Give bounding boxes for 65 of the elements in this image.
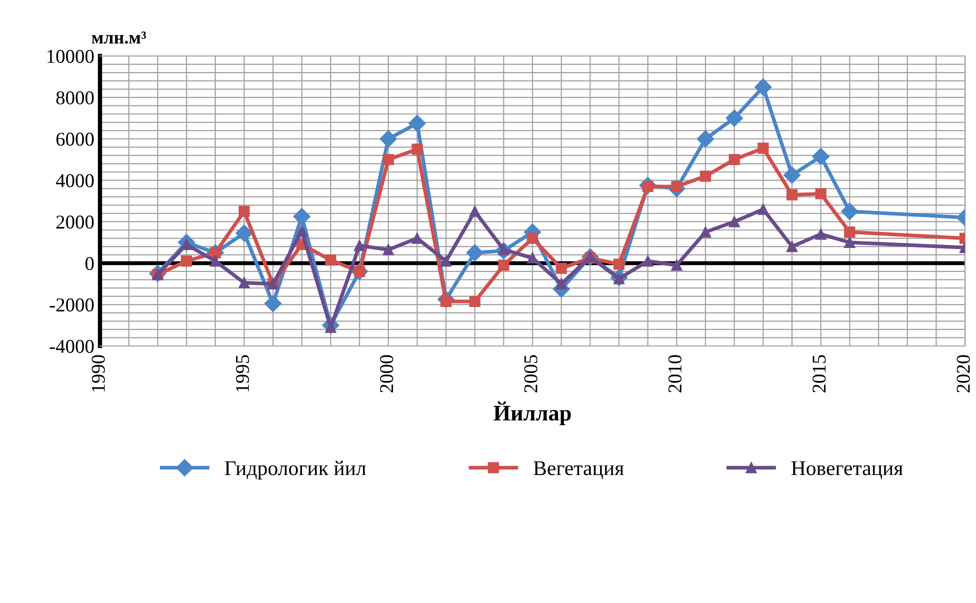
point [380,130,397,148]
point [642,256,654,267]
point [264,294,282,312]
point [408,114,426,132]
point [844,236,856,248]
y-axis-title: млн.м³ [92,32,146,44]
point [783,166,801,184]
x-tick-label: 2000 [380,355,394,392]
point [812,148,830,166]
point [440,256,452,267]
point [469,206,480,217]
point [293,208,310,226]
point [325,254,336,266]
x-tick-label: 2015 [812,355,826,392]
point [754,78,772,96]
point [815,188,826,200]
y-tick-label: 4000 [56,174,94,188]
point [354,240,366,252]
point [180,256,192,267]
point [613,258,625,270]
legend-label: Новегетация [791,461,903,480]
y-tick-label: 8000 [56,91,94,104]
x-tick-label: 2010 [668,355,682,392]
x-tick-label: 1990 [92,355,105,392]
point [238,277,250,288]
x-axis-title: Йиллар [494,402,571,426]
point [786,241,798,252]
point [815,228,826,240]
point [726,110,743,127]
y-tick-label: -2000 [50,298,94,312]
point [412,144,423,155]
point [728,154,740,166]
point [671,260,682,271]
point [700,170,712,182]
x-tick-label: 1995 [236,355,250,392]
point [758,204,769,215]
y-tick-label: 2000 [56,216,94,229]
point [412,232,423,244]
point [556,262,567,274]
x-tick-label: 2020 [956,355,970,392]
point [786,189,798,200]
point [556,278,567,290]
point [526,232,538,244]
y-tick-label: 10000 [48,50,94,63]
point [296,225,308,237]
legend-label: Вегетация [534,461,624,480]
point [696,130,714,148]
y-tick-label: 6000 [56,132,94,146]
y-tick-label: -4000 [50,340,94,353]
point [844,226,856,238]
legend-label: Гидрологик йил [224,460,366,480]
point [728,216,740,228]
point [758,142,769,154]
point [210,256,221,267]
point [841,202,858,220]
point [238,206,250,217]
point [700,226,712,238]
point [382,154,394,166]
point [382,244,394,256]
y-tick-label: 0 [85,256,94,270]
point [236,224,253,242]
point [469,296,480,308]
x-tick-label: 2005 [524,355,538,392]
point [466,244,484,262]
point [498,260,510,271]
